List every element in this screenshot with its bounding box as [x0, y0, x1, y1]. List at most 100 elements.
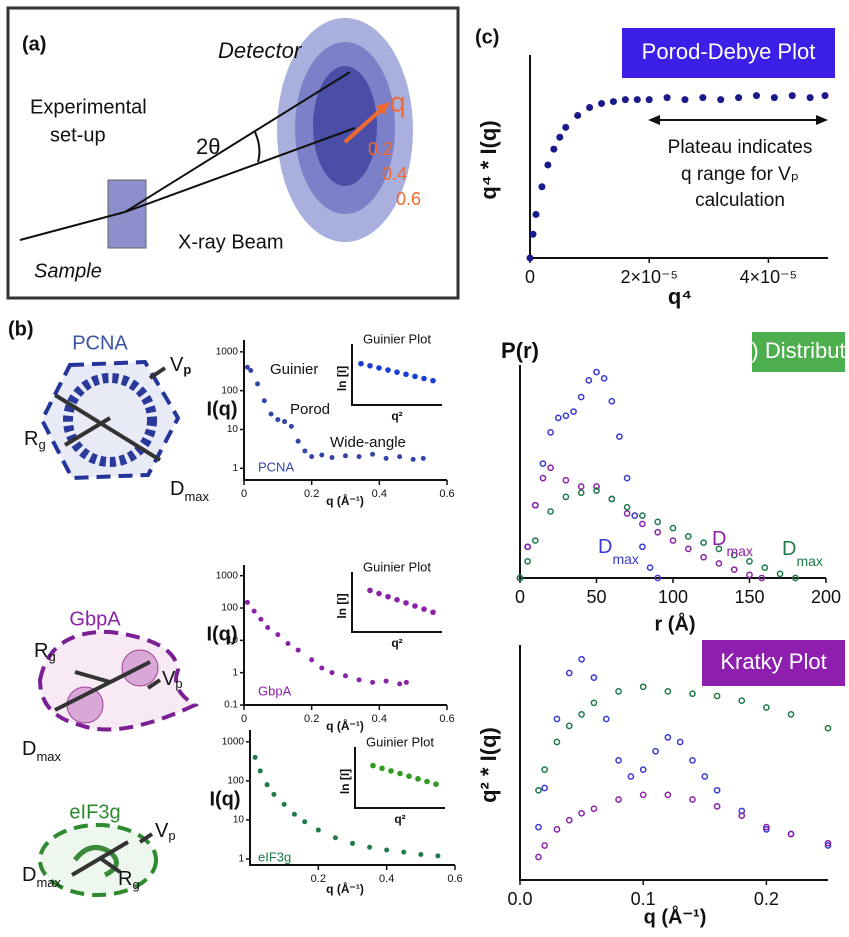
y-tick-label: 1	[232, 463, 238, 474]
data-point	[676, 738, 684, 746]
data-point	[535, 853, 542, 861]
inset-point	[394, 596, 400, 603]
inset-title: Guinier Plot	[363, 331, 431, 346]
x-tick-label: 0	[515, 587, 525, 607]
data-point	[343, 453, 348, 459]
label: max	[184, 489, 209, 504]
data-point	[356, 677, 362, 683]
label: max	[36, 749, 61, 764]
data-point	[689, 796, 696, 803]
label: V	[162, 668, 176, 690]
x-tick-label: 0.2	[304, 713, 319, 725]
x-tick-label: 0.2	[754, 889, 779, 909]
data-point	[806, 94, 814, 102]
label: D	[170, 478, 184, 500]
chart-title: P(r) Distribution	[722, 338, 849, 363]
data-point	[578, 655, 585, 663]
data-point	[664, 791, 672, 799]
data-point	[553, 715, 561, 723]
pointer	[146, 678, 162, 690]
data-point	[410, 456, 416, 462]
inset-point	[415, 776, 421, 782]
data-point	[700, 553, 707, 561]
data-point	[397, 454, 403, 460]
y-tick-label: 1000	[216, 346, 239, 357]
data-point	[746, 558, 753, 565]
data-point	[821, 92, 829, 100]
label: Rg	[118, 868, 140, 892]
data-point	[608, 397, 616, 405]
data-point	[763, 823, 770, 831]
data-point	[367, 844, 373, 850]
data-point	[758, 574, 766, 582]
protein-name: GbpA	[69, 608, 121, 630]
data-point	[264, 782, 270, 788]
label: p	[175, 676, 182, 691]
data-point	[738, 812, 746, 819]
data-point	[562, 123, 570, 131]
data-point	[285, 640, 291, 646]
y-tick-label: 1	[232, 667, 238, 678]
y-tick-label: 1000	[222, 737, 245, 748]
data-point	[615, 757, 622, 764]
label: g	[38, 437, 45, 452]
inset-x-label: q²	[394, 812, 405, 826]
x-tick-label: 150	[734, 587, 764, 607]
data-point	[268, 411, 274, 417]
data-point	[713, 692, 721, 700]
data-point	[761, 564, 769, 571]
data-point	[565, 816, 573, 824]
data-point	[383, 455, 389, 461]
structure	[66, 686, 104, 724]
data-point	[715, 560, 723, 567]
data-point	[252, 754, 258, 760]
inset-point	[385, 593, 391, 600]
data-point	[343, 673, 348, 679]
data-point	[615, 688, 622, 695]
pointer	[138, 832, 154, 844]
data-point	[738, 697, 746, 704]
data-point	[435, 853, 441, 859]
data-point	[730, 566, 738, 574]
data-point	[585, 377, 593, 384]
label: Rg	[24, 428, 46, 452]
annotation: Wide-angle	[330, 434, 406, 451]
data-point	[616, 433, 623, 440]
data-point	[541, 784, 548, 792]
arrow	[63, 416, 112, 447]
data-point	[824, 839, 832, 847]
label: Experimental	[30, 96, 147, 118]
data-point	[684, 545, 692, 553]
data-point	[547, 429, 554, 436]
data-point	[524, 558, 532, 565]
x-tick-label: 0.4	[379, 873, 394, 885]
label: V	[155, 820, 169, 842]
data-point	[401, 849, 407, 855]
chart: 0.2 0.4 0.6 1 10 100 1000 q (Å⁻¹) I(q) eIF3g Guini…	[209, 730, 463, 896]
data-point	[639, 512, 646, 519]
data-point	[329, 670, 335, 676]
x-tick-label: 0	[525, 267, 535, 287]
data-point	[654, 574, 662, 582]
data-point	[350, 840, 355, 846]
inset-axis	[354, 747, 445, 809]
data-point	[384, 847, 390, 853]
x-axis-label: r (Å)	[654, 611, 695, 635]
chart: 0 2×10⁻⁵ 4×10⁻⁵ q⁴ q⁴ * I(q) Porod-Debye Plot…	[476, 28, 835, 309]
chart-title: Kratky Plot	[720, 649, 826, 674]
data-point	[251, 608, 257, 614]
data-point	[532, 210, 540, 218]
data-point	[319, 452, 325, 458]
structure	[63, 373, 157, 467]
data-point	[639, 791, 647, 799]
y-tick-label: 1000	[216, 570, 239, 581]
data-point	[578, 711, 585, 718]
data-point	[631, 512, 639, 519]
chart: 0 0.2 0.4 0.6 1 10 100 1000 q (Å⁻¹) I(q) PCNA Guini…	[206, 331, 454, 508]
data-point	[562, 476, 570, 484]
x-tick-label: 4×10⁻⁵	[740, 267, 798, 287]
data-point	[717, 96, 725, 104]
arrow	[98, 856, 122, 874]
data-point	[257, 768, 263, 774]
sample-cell	[107, 179, 147, 249]
